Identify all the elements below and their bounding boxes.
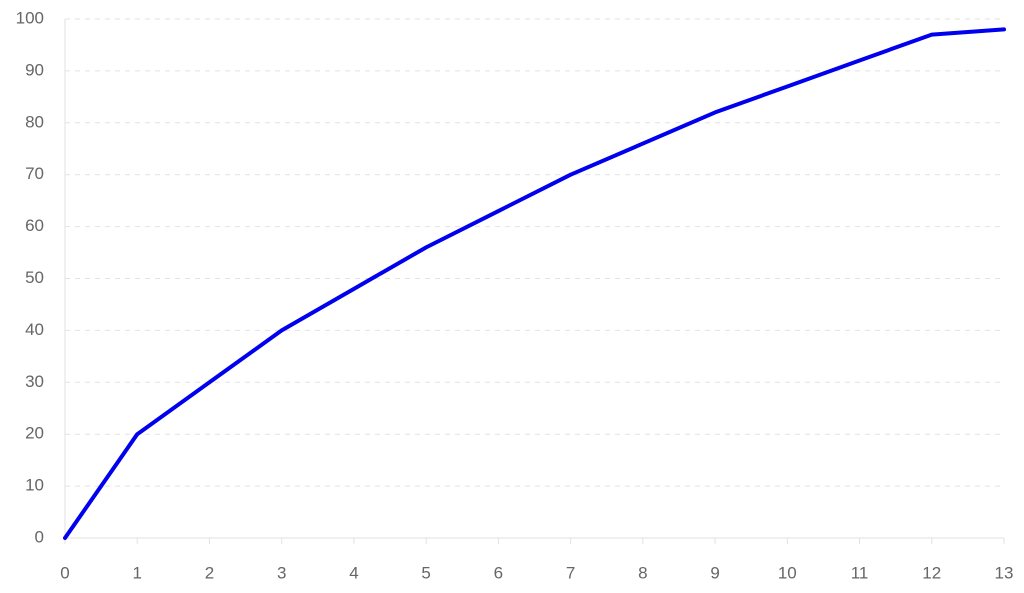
x-tick-label: 10: [778, 563, 797, 582]
x-tick-label: 2: [205, 563, 214, 582]
data-line: [63, 27, 1006, 540]
x-tick-label: 1: [132, 563, 141, 582]
x-tick-label: 3: [277, 563, 286, 582]
y-tick-label: 90: [25, 60, 44, 79]
x-tick-label: 6: [494, 563, 503, 582]
x-tick-label: 7: [566, 563, 575, 582]
y-tick-label: 0: [35, 527, 44, 546]
x-tick-label: 9: [710, 563, 719, 582]
x-tick-label: 4: [349, 563, 358, 582]
y-tick-label: 30: [25, 372, 44, 391]
x-tick-label: 0: [60, 563, 69, 582]
y-tick-label: 40: [25, 320, 44, 339]
y-tick-label: 10: [25, 476, 44, 495]
y-tick-label: 70: [25, 164, 44, 183]
x-tick-label: 5: [421, 563, 430, 582]
x-tick-label: 8: [638, 563, 647, 582]
y-tick-label: 80: [25, 112, 44, 131]
x-tick-label: 11: [851, 563, 869, 582]
y-tick-label: 20: [25, 424, 44, 443]
y-tick-label: 50: [25, 268, 44, 287]
x-tick-label: 13: [995, 563, 1014, 582]
y-tick-label: 60: [25, 216, 44, 235]
x-tick-label: 12: [922, 563, 941, 582]
y-tick-label: 100: [16, 8, 44, 27]
